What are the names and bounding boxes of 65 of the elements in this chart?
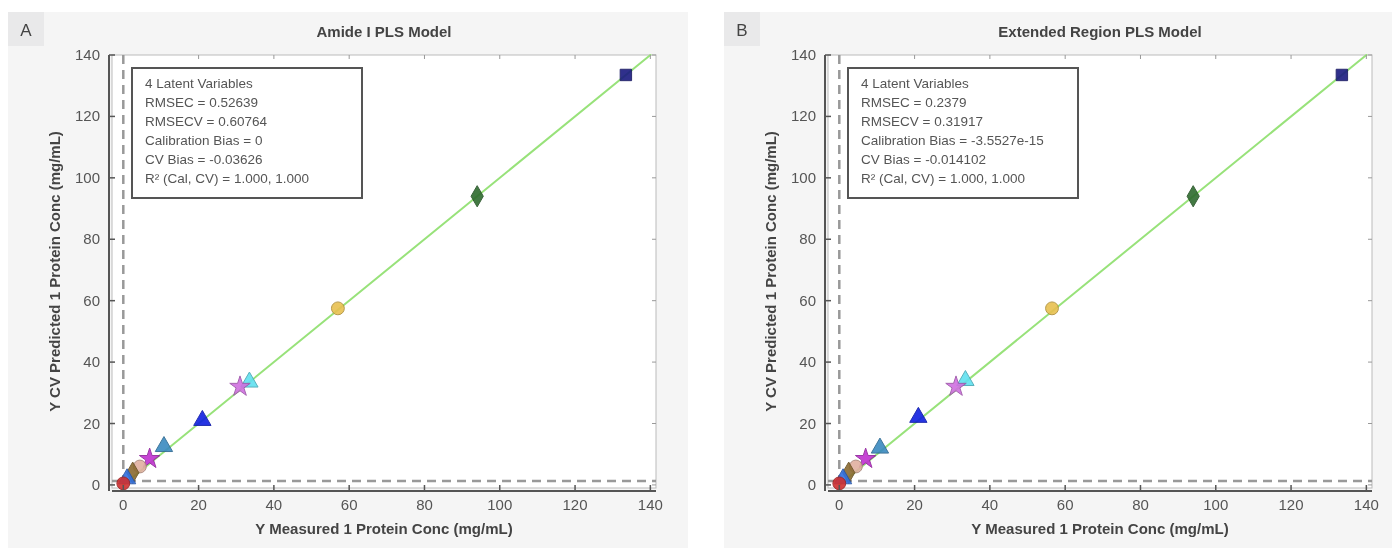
x-tick-label: 80: [416, 496, 433, 513]
chart-title: Amide I PLS Model: [316, 23, 452, 40]
x-tick-label: 120: [562, 496, 588, 513]
y-axis-title: Y CV Predicted 1 Protein Conc (mg/mL): [762, 131, 779, 412]
y-tick-label: 40: [799, 353, 816, 371]
x-tick-label: 40: [981, 496, 999, 513]
annotation: RMSECV = 0.31917: [861, 114, 983, 129]
x-tick-label: 20: [906, 496, 923, 513]
y-tick-label: 0: [807, 475, 816, 493]
y-tick-label: 20: [799, 414, 816, 432]
annotation: Calibration Bias = -3.5527e-15: [861, 133, 1044, 148]
point: [909, 406, 928, 423]
y-tick-label: 80: [83, 230, 100, 248]
annotation: RMSEC = 0.52639: [145, 95, 258, 110]
x-tick-label: 80: [1132, 496, 1149, 513]
x-tick-label: 0: [835, 496, 844, 513]
point: [619, 68, 633, 82]
point: [1335, 68, 1349, 82]
panel-label: B: [724, 12, 760, 46]
y-tick-label: 0: [91, 475, 100, 493]
annotation: R² (Cal, CV) = 1.000, 1.000: [861, 171, 1025, 186]
x-tick-label: 20: [190, 496, 207, 513]
point: [154, 436, 174, 453]
point: [832, 476, 847, 491]
x-axis-title: Y Measured 1 Protein Conc (mg/mL): [255, 520, 513, 537]
annotation: RMSEC = 0.2379: [861, 95, 967, 110]
annotation: CV Bias = -0.014102: [861, 152, 986, 167]
annotation: RMSECV = 0.60764: [145, 114, 268, 129]
annotation: Calibration Bias = 0: [145, 133, 263, 148]
y-tick-label: 60: [799, 291, 816, 309]
point: [870, 437, 890, 454]
annotation: CV Bias = -0.03626: [145, 152, 263, 167]
y-tick-label: 100: [74, 168, 100, 186]
y-tick-label: 40: [83, 353, 100, 371]
x-tick-label: 100: [487, 496, 513, 513]
y-tick-label: 120: [74, 107, 100, 125]
x-tick-label: 0: [119, 496, 128, 513]
x-axis-title: Y Measured 1 Protein Conc (mg/mL): [971, 520, 1229, 537]
x-tick-label: 140: [637, 496, 663, 513]
x-tick-label: 40: [265, 496, 283, 513]
y-tick-label: 80: [799, 230, 816, 248]
x-tick-label: 140: [1353, 496, 1379, 513]
y-tick-label: 140: [74, 46, 100, 63]
x-tick-label: 120: [1278, 496, 1304, 513]
point: [116, 476, 131, 491]
annotation: R² (Cal, CV) = 1.000, 1.000: [145, 171, 309, 186]
panel-label: A: [8, 12, 44, 46]
y-axis-title: Y CV Predicted 1 Protein Conc (mg/mL): [46, 131, 63, 412]
y-tick-label: 120: [790, 107, 816, 125]
point: [229, 375, 251, 396]
y-tick-label: 20: [83, 414, 100, 432]
point: [1045, 301, 1059, 316]
point: [330, 301, 345, 316]
y-tick-label: 60: [83, 291, 100, 309]
y-tick-label: 140: [790, 46, 816, 63]
annotation: 4 Latent Variables: [145, 76, 254, 91]
point: [854, 447, 877, 469]
y-tick-label: 100: [790, 168, 816, 186]
point: [945, 375, 967, 396]
chart-title: Extended Region PLS Model: [998, 23, 1202, 40]
point: [138, 447, 161, 469]
x-tick-label: 60: [340, 496, 358, 513]
x-tick-label: 60: [1056, 496, 1074, 513]
annotation: 4 Latent Variables: [861, 76, 970, 91]
x-tick-label: 100: [1203, 496, 1229, 513]
